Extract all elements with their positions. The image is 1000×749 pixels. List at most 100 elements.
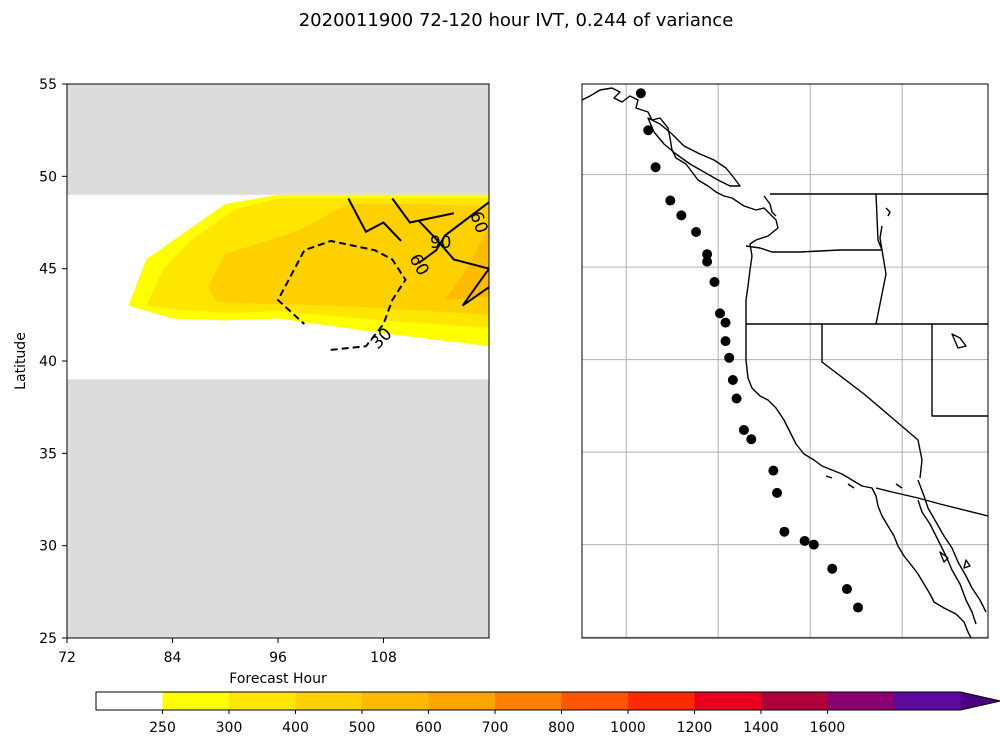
channel-islands (825, 475, 903, 489)
map-point (720, 336, 731, 347)
colorbar-outline (95, 691, 1000, 711)
colorbar-tick-label: 700 (482, 720, 509, 736)
y-tick-label: 50 (39, 169, 57, 185)
colorbar-segment (96, 692, 163, 710)
us-mexico-border (875, 487, 988, 517)
ca-nv-border (821, 324, 923, 479)
map-point (715, 308, 725, 319)
coastline (582, 87, 972, 638)
lake-2 (951, 333, 967, 349)
map-point (676, 210, 687, 221)
map-gridlines (582, 84, 988, 638)
y-axis-label: Latitude (13, 332, 29, 390)
colorbar-tick-label: 600 (415, 720, 442, 736)
idaho-border (875, 193, 887, 325)
map-point (724, 352, 735, 363)
map-point (853, 602, 863, 613)
y-tick-label: 30 (39, 539, 57, 555)
gulf-of-california (917, 479, 987, 613)
x-tick-label: 84 (164, 650, 182, 666)
map-point (746, 434, 757, 445)
missing-data-region (67, 84, 489, 638)
map-point (799, 535, 810, 546)
map-point (870, 641, 880, 651)
y-tick-label: 45 (39, 262, 57, 278)
map-point (643, 125, 654, 136)
contour-label: 90 (430, 233, 452, 253)
map-geography (582, 87, 988, 638)
y-axis-ticks: 25 30 35 40 45 50 55 (39, 77, 67, 647)
map-point (702, 249, 713, 260)
contour-line-30 (276, 239, 407, 351)
missing-region-north (67, 84, 489, 195)
contour-line-60 (347, 198, 402, 242)
x-axis-label: Forecast Hour (229, 671, 327, 687)
colorbar-tick-label: 800 (548, 720, 575, 736)
map-point (702, 256, 713, 267)
vancouver-island (647, 117, 741, 187)
right-axes-frame (581, 83, 989, 639)
colorbar-segment (229, 692, 296, 710)
map-point (691, 227, 702, 237)
colorbar-ticks: 250 300 400 500 600 700 800 1000 1200 1400 1600 (149, 710, 845, 736)
nevada-utah-border (931, 324, 988, 417)
colorbar-segment (827, 692, 895, 710)
map-point (720, 317, 731, 328)
lake-4 (939, 551, 949, 563)
colorbar-tick-label: 400 (282, 720, 309, 736)
filled-contour-400 (207, 204, 489, 315)
ivt-contour-lines (276, 197, 489, 351)
colorbar-segment (561, 692, 629, 710)
map-point (841, 584, 852, 595)
map-point-markers (635, 88, 881, 670)
map-point (768, 465, 779, 476)
map-panel (581, 83, 989, 670)
colorbar: 250 300 400 500 600 700 800 1000 1200 1400 1600 (95, 691, 1000, 736)
map-point (665, 195, 676, 206)
colorbar-tick-label: 500 (349, 720, 376, 736)
y-tick-label: 55 (39, 77, 57, 93)
colorbar-extend-arrow (960, 692, 1000, 710)
map-point (871, 660, 881, 670)
colorbar-segment (628, 692, 695, 710)
x-tick-label: 108 (370, 650, 397, 666)
missing-region-south (67, 379, 489, 638)
ivt-filled-contours (128, 194, 489, 347)
map-point (709, 276, 720, 287)
colorbar-segment (495, 692, 562, 710)
map-point (635, 88, 646, 99)
colorbar-tick-label: 300 (216, 720, 243, 736)
baja-west (917, 499, 977, 625)
puget-sound (763, 195, 777, 217)
contour-line-60 (391, 197, 455, 224)
colorbar-segments (95, 691, 1000, 711)
map-point (650, 162, 661, 173)
contour-line-90 (417, 219, 489, 307)
colorbar-tick-label: 1600 (810, 720, 846, 736)
colorbar-segment (295, 692, 363, 710)
map-point (772, 487, 783, 498)
y-tick-label: 25 (39, 631, 57, 647)
y-tick-label: 35 (39, 446, 57, 462)
lake-1 (885, 207, 891, 217)
lake-3 (963, 559, 971, 569)
colorbar-tick-label: 1400 (743, 720, 779, 736)
colorbar-segment (428, 692, 496, 710)
colorbar-segment (894, 692, 961, 710)
x-tick-label: 96 (269, 650, 287, 666)
map-point (727, 375, 738, 385)
filled-contour-500 (445, 226, 489, 301)
colorbar-segment (362, 692, 429, 710)
wa-or-border (745, 225, 883, 253)
x-axis-ticks: 72 84 96 108 (58, 638, 397, 666)
colorbar-tick-label: 1000 (610, 720, 646, 736)
x-tick-label: 72 (58, 650, 76, 666)
map-point (827, 563, 838, 574)
map-point (731, 393, 742, 404)
colorbar-segment (694, 692, 762, 710)
colorbar-segment (162, 692, 230, 710)
map-point (808, 539, 819, 550)
map-point (738, 424, 749, 435)
